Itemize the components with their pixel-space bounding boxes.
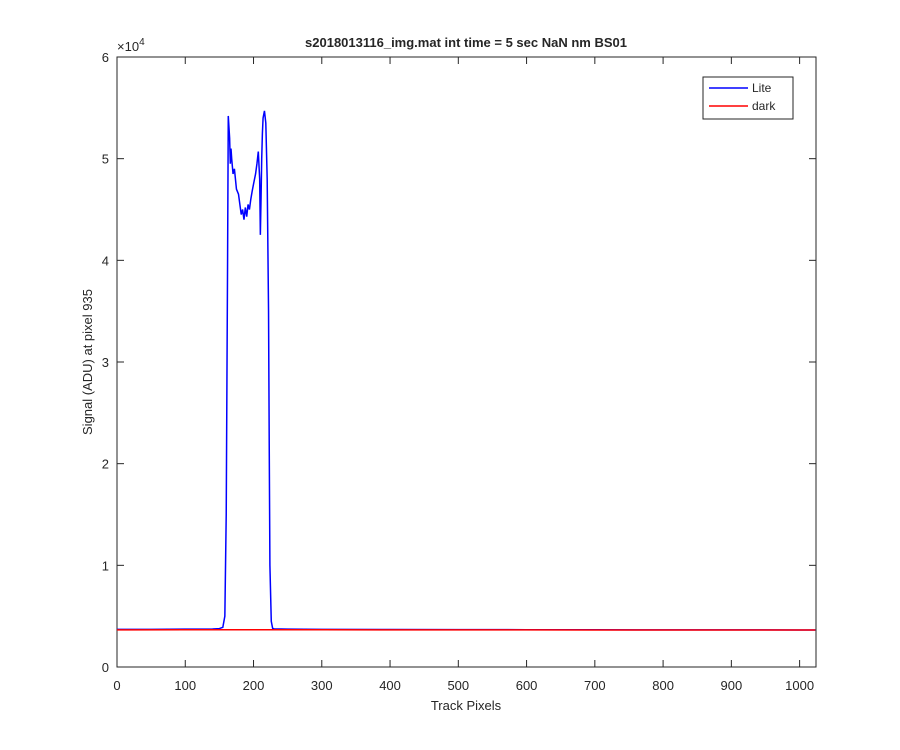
x-tick-label: 600	[516, 678, 538, 693]
legend: Lite dark	[702, 76, 794, 120]
y-multiplier-base: ×10	[117, 39, 139, 54]
y-tick-label: 5	[102, 152, 109, 167]
x-tick-label: 400	[379, 678, 401, 693]
y-tick-label: 4	[102, 253, 109, 268]
legend-label: Lite	[752, 81, 772, 95]
y-multiplier-exponent: 4	[139, 37, 145, 48]
x-tick-label: 0	[113, 678, 120, 693]
y-tick-label: 3	[102, 355, 109, 370]
y-tick-label: 1	[102, 558, 109, 573]
x-axis-label: Track Pixels	[431, 698, 502, 713]
legend-label: dark	[752, 99, 776, 113]
plot-area	[116, 56, 817, 668]
x-tick-label: 300	[311, 678, 333, 693]
x-tick-label: 500	[447, 678, 469, 693]
y-tick-label: 2	[102, 457, 109, 472]
x-tick-label: 200	[243, 678, 265, 693]
legend-box	[702, 76, 794, 120]
y-tick-label: 0	[102, 660, 109, 675]
chart-title: s2018013116_img.mat int time = 5 sec NaN…	[305, 35, 627, 50]
x-tick-label: 700	[584, 678, 606, 693]
y-tick-label: 6	[102, 50, 109, 65]
y-axis-label: Signal (ADU) at pixel 935	[80, 289, 95, 435]
x-tick-label: 100	[174, 678, 196, 693]
x-tick-label: 900	[721, 678, 743, 693]
y-multiplier: ×104	[117, 37, 145, 54]
x-tick-label: 1000	[785, 678, 814, 693]
x-tick-label: 800	[652, 678, 674, 693]
